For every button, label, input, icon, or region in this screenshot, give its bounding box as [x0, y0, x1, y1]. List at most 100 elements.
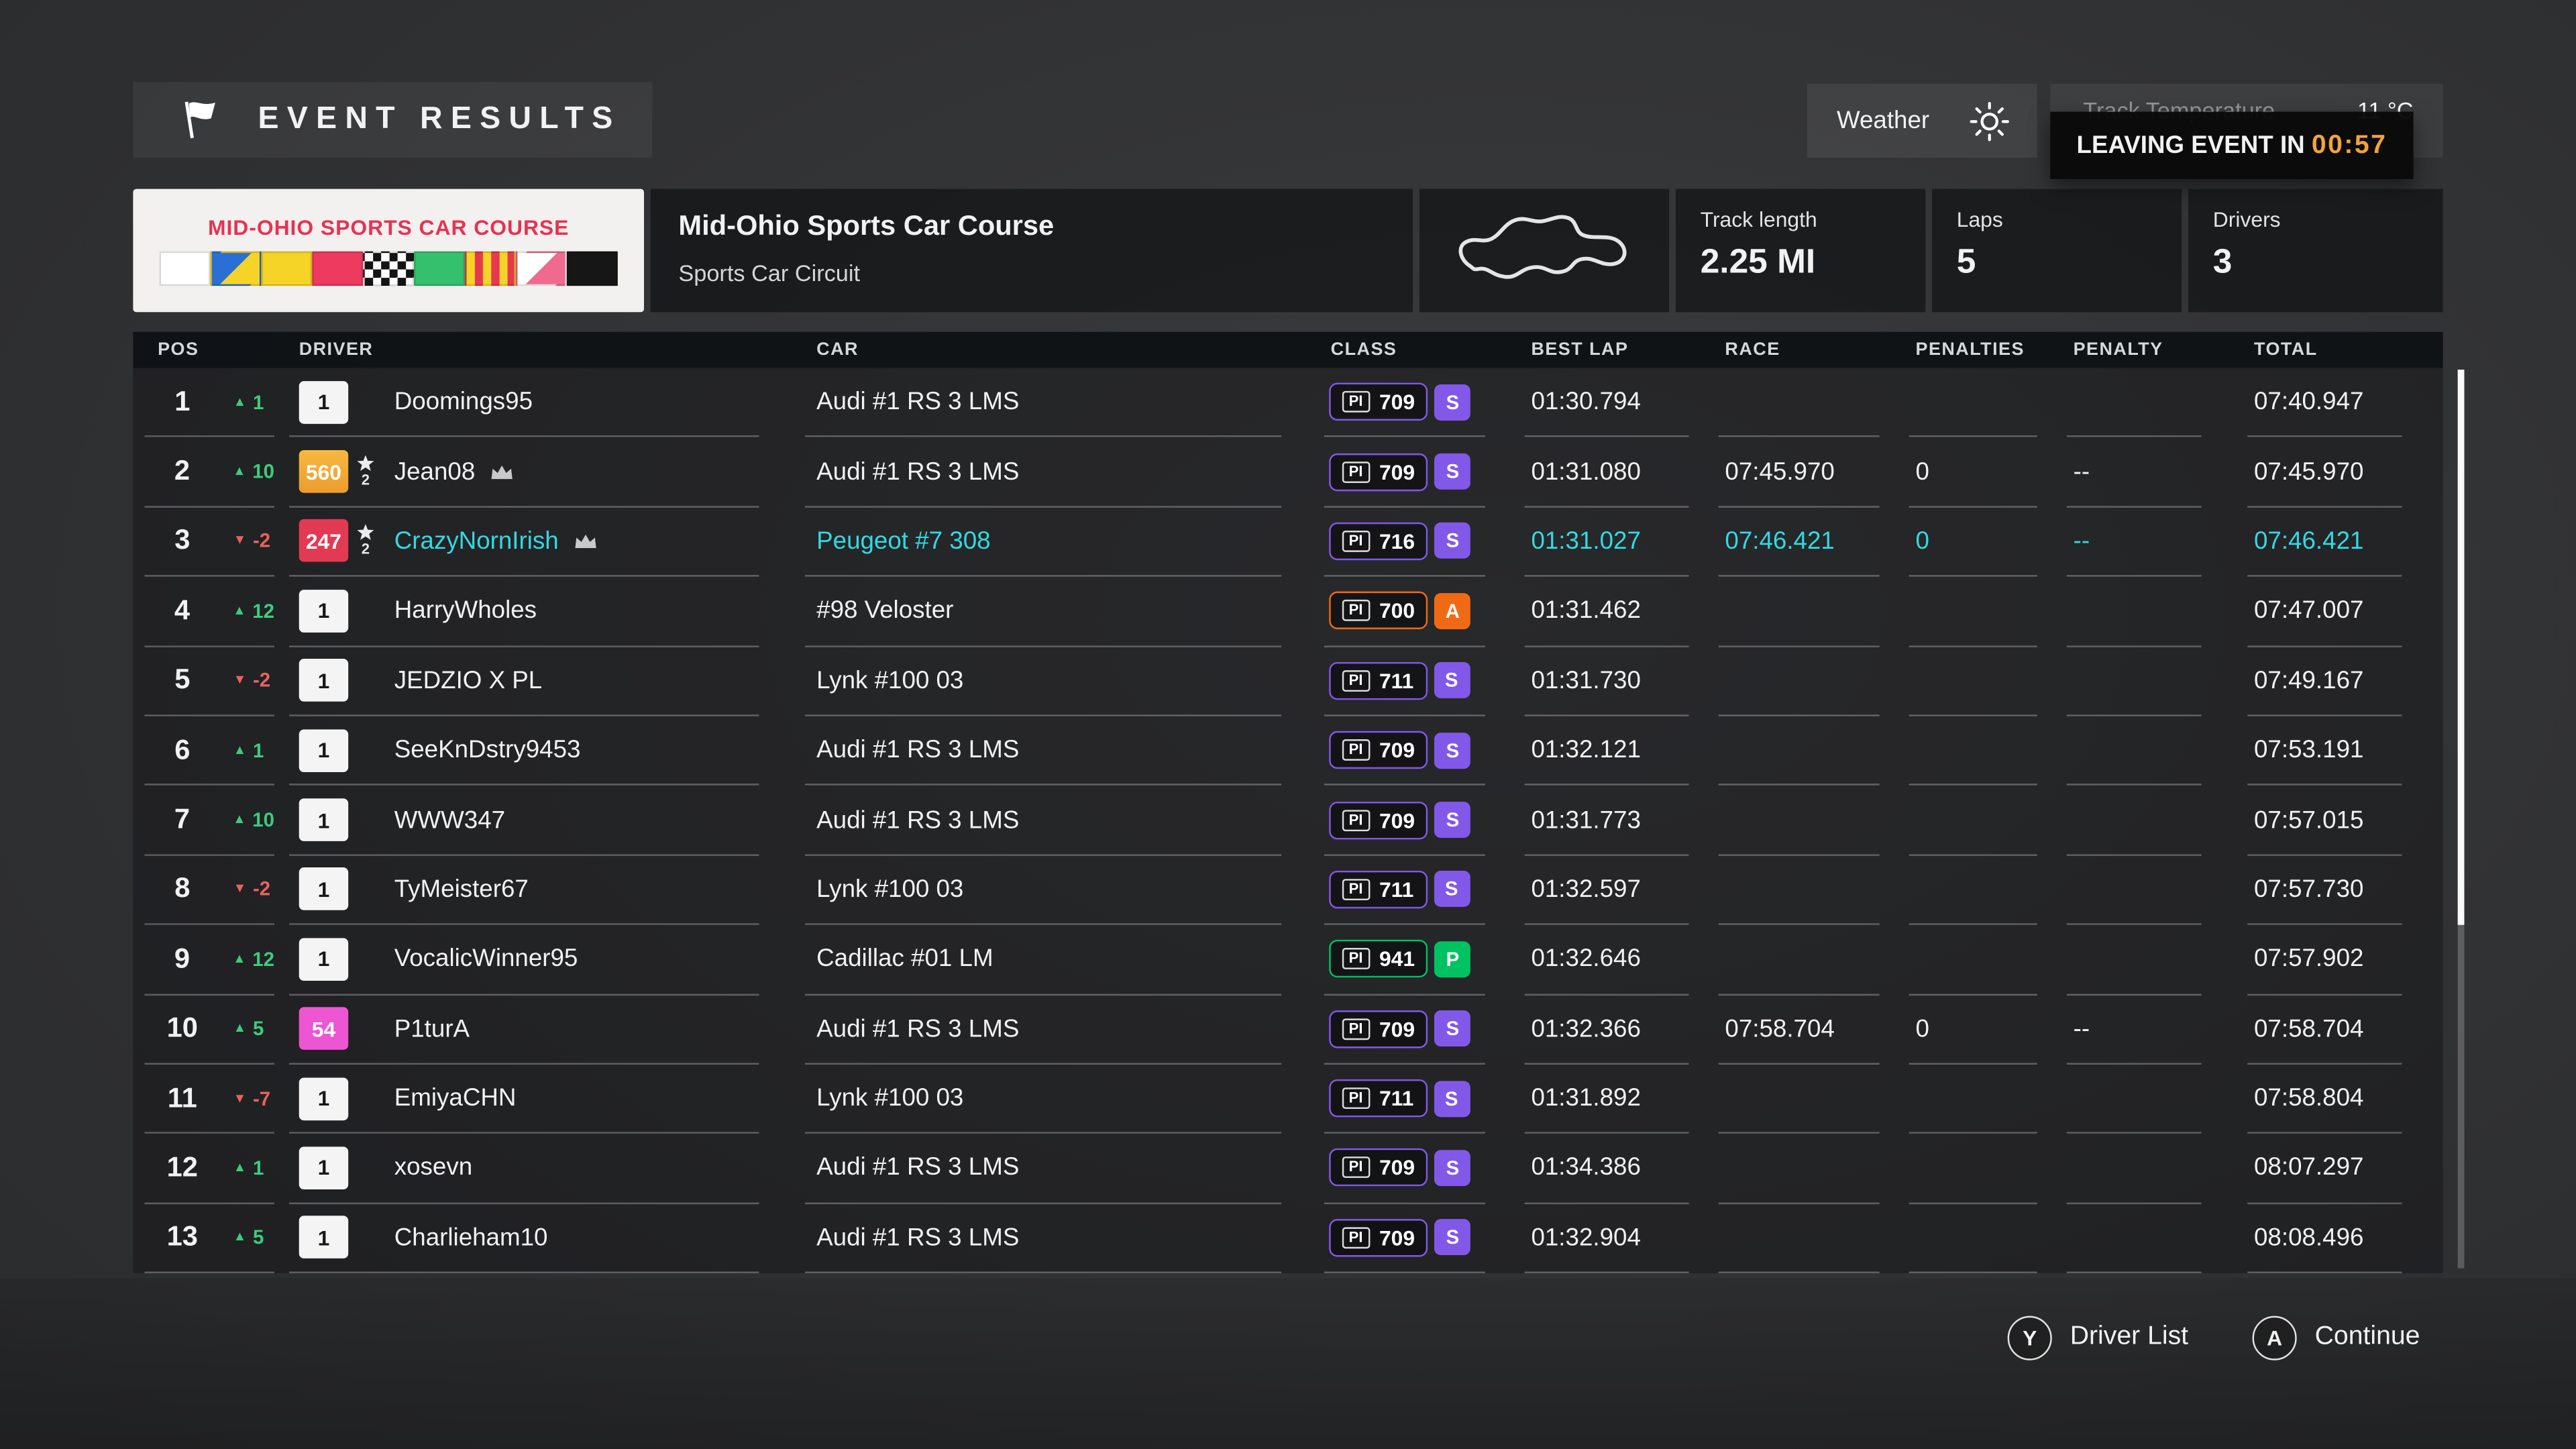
- stat-value: 2.25 MI: [1700, 243, 1816, 281]
- driver-name: xosevn: [394, 1154, 473, 1183]
- race-time-cell: 07:58.704: [1718, 995, 1880, 1065]
- best-lap-cell: 01:31.080: [1524, 437, 1689, 508]
- position-change: ▲ 1: [233, 390, 264, 413]
- table-row[interactable]: 6 ▲ 1 1 SeeKnDstry9453: [133, 716, 2443, 786]
- best-lap-cell: 01:31.773: [1524, 786, 1689, 856]
- table-row[interactable]: 8 ▼ -2 1 TyMeister67: [133, 855, 2443, 926]
- car-name: Audi #1 RS 3 LMS: [816, 806, 1020, 834]
- class-cell: PI 709 S: [1324, 786, 1485, 856]
- class-cell: PI 700 A: [1324, 577, 1485, 647]
- class-cell: PI 711 S: [1324, 647, 1485, 716]
- class-letter-badge: S: [1434, 732, 1471, 769]
- position: 9: [174, 943, 191, 974]
- driver-name: TyMeister67: [394, 875, 529, 904]
- penalties-cell: [1909, 577, 2037, 647]
- change-arrow-icon: ▲: [233, 742, 247, 757]
- driver-name: Doomings95: [394, 388, 533, 417]
- page-title-panel: EVENT RESULTS: [133, 82, 653, 158]
- position: 5: [174, 664, 191, 696]
- track-logo-text: MID-OHIO SPORTS CAR COURSE: [207, 215, 570, 240]
- best-lap-cell: 01:30.794: [1524, 368, 1689, 438]
- black-flag-icon: [566, 251, 618, 286]
- pi-value: 709: [1379, 1155, 1415, 1181]
- table-row[interactable]: 10 ▲ 5 54 P1turA: [133, 994, 2443, 1065]
- track-logo-flags: [159, 251, 618, 286]
- driver-badge-cell: 1: [289, 577, 388, 647]
- driver-badge-cell: 1: [289, 925, 388, 995]
- continue-button[interactable]: A Continue: [2252, 1314, 2420, 1360]
- change-value: -7: [252, 1087, 271, 1110]
- table-row[interactable]: 11 ▼ -7 1 EmiyaCHN: [133, 1064, 2443, 1134]
- driver-level-badge: 1: [299, 937, 349, 981]
- race-time: 07:46.421: [1725, 527, 1835, 555]
- table-row[interactable]: 5 ▼ -2 1 JEDZIO X PL: [133, 646, 2443, 716]
- position-cell: 2 ▲ 10: [144, 437, 274, 508]
- table-row[interactable]: 13 ▲ 5 1 Charlieham10: [133, 1203, 2443, 1274]
- position-cell: 13 ▲ 5: [144, 1203, 274, 1274]
- pi-label: PI: [1342, 600, 1370, 622]
- pink-diagonal-flag-icon: [515, 251, 567, 286]
- scrollbar-thumb[interactable]: [2457, 370, 2465, 925]
- pi-value: 716: [1379, 529, 1415, 554]
- best-lap-time: 01:31.080: [1531, 458, 1641, 486]
- total-time: 08:07.297: [2254, 1154, 2364, 1183]
- car-cell: Audi #1 RS 3 LMS: [805, 716, 1282, 786]
- class-letter-badge: S: [1434, 1220, 1471, 1256]
- position-cell: 8 ▼ -2: [144, 855, 274, 926]
- driver-cell: Jean08: [387, 437, 759, 508]
- total-time-cell: 07:58.704: [2247, 995, 2402, 1065]
- change-value: 5: [252, 1226, 264, 1250]
- change-arrow-icon: ▲: [233, 1159, 247, 1175]
- change-arrow-icon: ▼: [233, 672, 247, 688]
- position-change: ▲ 10: [233, 460, 274, 483]
- driver-cell: xosevn: [387, 1134, 759, 1204]
- pi-value: 700: [1379, 598, 1415, 624]
- position-cell: 5 ▼ -2: [144, 647, 274, 716]
- track-name: Mid-Ohio Sports Car Course: [678, 210, 1055, 242]
- penalty-cell: [2066, 577, 2202, 647]
- white-flag-icon: [159, 251, 211, 286]
- class-cell: PI 709 S: [1324, 995, 1485, 1065]
- table-row[interactable]: 12 ▲ 1 1 xosevn: [133, 1134, 2443, 1204]
- table-scrollbar[interactable]: [2457, 370, 2465, 1269]
- position-cell: 10 ▲ 5: [144, 995, 274, 1065]
- car-name: Audi #1 RS 3 LMS: [816, 1154, 1020, 1183]
- change-value: 12: [252, 599, 274, 623]
- table-row[interactable]: 3 ▼ -2 247 2 CrazyNornIrish: [133, 507, 2443, 578]
- best-lap-cell: 01:34.386: [1524, 1134, 1689, 1204]
- pi-label: PI: [1342, 1087, 1370, 1110]
- table-row[interactable]: 4 ▲ 12 1 HarryWholes: [133, 577, 2443, 647]
- driver-list-button[interactable]: Y Driver List: [2007, 1314, 2188, 1360]
- driver-cell: HarryWholes: [387, 577, 759, 647]
- car-name: Lynk #100 03: [816, 875, 964, 904]
- total-time-cell: 08:07.297: [2247, 1134, 2402, 1204]
- table-row[interactable]: 2 ▲ 10 560 2 Jean08: [133, 437, 2443, 508]
- car-cell: Audi #1 RS 3 LMS: [805, 995, 1282, 1065]
- driver-cell: EmiyaCHN: [387, 1065, 759, 1134]
- total-time: 07:40.947: [2254, 388, 2364, 417]
- change-value: -2: [252, 877, 271, 902]
- driver-cell: VocalicWinner95: [387, 925, 759, 995]
- position-change: ▼ -2: [233, 878, 270, 901]
- penalty-cell: --: [2066, 507, 2202, 578]
- footer-shade: [0, 1278, 2576, 1449]
- penalty-cell: [2066, 855, 2202, 926]
- table-row[interactable]: 9 ▲ 12 1 VocalicWinner95: [133, 925, 2443, 995]
- stat-laps: Laps 5: [1932, 189, 2182, 313]
- yellow-flag-icon: [261, 251, 313, 286]
- position-cell: 11 ▼ -7: [144, 1065, 274, 1134]
- penalty-cell: [2066, 925, 2202, 995]
- total-time: 07:57.902: [2254, 945, 2364, 973]
- table-row[interactable]: 7 ▲ 10 1 WWW347: [133, 786, 2443, 856]
- class-letter-badge: S: [1434, 453, 1471, 490]
- pi-value: 941: [1379, 947, 1415, 972]
- table-row[interactable]: 1 ▲ 1 1 Doomings95: [133, 368, 2443, 438]
- sun-icon: [1968, 99, 2011, 142]
- change-arrow-icon: ▲: [233, 811, 246, 826]
- class-letter-badge: S: [1434, 802, 1471, 839]
- total-time-cell: 07:57.730: [2247, 855, 2402, 926]
- class-cell: PI 709 S: [1324, 716, 1485, 786]
- driver-level-badge: 1: [299, 589, 349, 633]
- position: 7: [174, 803, 191, 835]
- total-time-cell: 07:58.804: [2247, 1065, 2402, 1134]
